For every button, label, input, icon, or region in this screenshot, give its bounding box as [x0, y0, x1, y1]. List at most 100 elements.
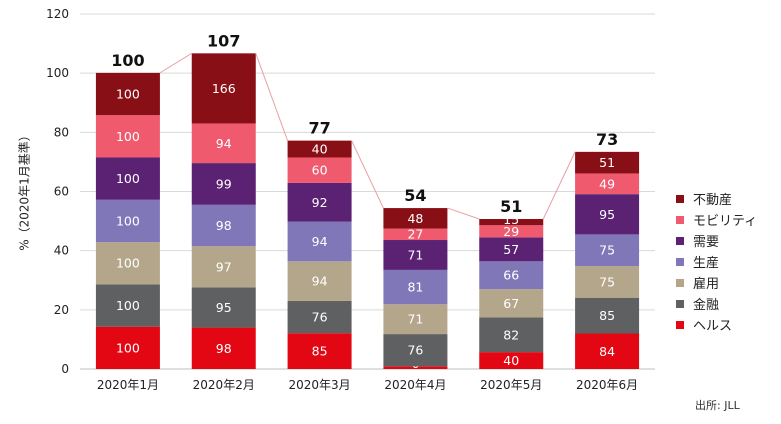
bar-segment: [287, 261, 352, 301]
data-label: 98: [216, 341, 232, 356]
x-tick-label: 2020年3月: [288, 378, 350, 392]
data-label: 94: [312, 274, 328, 289]
data-label: 40: [503, 353, 519, 368]
legend-label: 不動産: [693, 193, 733, 208]
data-label: 75: [599, 243, 615, 258]
data-label: 99: [216, 176, 232, 191]
y-axis-title: %（2020年1月基準）: [4, 90, 44, 290]
bar-segment: [575, 297, 640, 334]
y-axis-title-text: %（2020年1月基準）: [17, 129, 32, 251]
data-label: 67: [503, 296, 519, 311]
data-label: 75: [599, 274, 615, 289]
source-note: 出所: JLL: [695, 399, 740, 412]
bar-segment: [479, 317, 544, 353]
data-label: 51: [599, 155, 615, 170]
bar-segment: [479, 237, 544, 262]
bar-segment: [287, 221, 352, 262]
legend-label: モビリティ: [693, 214, 758, 229]
legend-swatch: [676, 320, 684, 329]
data-label: 95: [216, 300, 232, 315]
bar-segment: [383, 304, 448, 335]
bar-segment: [95, 326, 160, 369]
legend-item: 金融: [676, 293, 757, 314]
total-label: 73: [596, 130, 618, 149]
data-label: 82: [503, 327, 519, 342]
data-label: 81: [407, 280, 423, 295]
data-label: 100: [116, 213, 140, 228]
data-label: 100: [116, 256, 140, 271]
bar-segment: [287, 333, 352, 369]
data-label: 40: [312, 142, 328, 157]
bar-segment: [287, 300, 352, 334]
legend-label: 金融: [693, 298, 720, 313]
total-label: 100: [111, 51, 144, 70]
bar-segment: [287, 182, 352, 222]
legend-label: 雇用: [693, 277, 720, 292]
y-tick-label: 100: [46, 66, 69, 80]
bar-segment: [575, 173, 640, 195]
x-tick-label: 2020年2月: [193, 378, 255, 392]
bar-segment: [479, 261, 544, 290]
legend-swatch: [676, 215, 684, 224]
bar-segment: [383, 228, 448, 241]
total-label: 107: [207, 31, 240, 50]
data-label: 94: [312, 234, 328, 249]
bar-segment: [575, 151, 640, 174]
bar-segment: [575, 266, 640, 298]
y-tick-label: 60: [54, 185, 69, 199]
data-label: 85: [599, 308, 615, 323]
data-label: 48: [407, 211, 423, 226]
bar-segment: [479, 289, 544, 318]
connector-line: [159, 52, 193, 74]
bar-segment: [95, 115, 160, 158]
legend-swatch: [676, 278, 684, 287]
x-tick-label: 2020年1月: [97, 378, 159, 392]
total-label: 54: [404, 186, 426, 205]
legend-item: 需要: [676, 230, 757, 251]
x-tick-label: 2020年4月: [384, 378, 446, 392]
legend-item: 生産: [676, 251, 757, 272]
x-tick-label: 2020年6月: [576, 378, 638, 392]
data-label: 15: [503, 212, 519, 227]
data-label: 100: [116, 129, 140, 144]
data-label: 71: [407, 247, 423, 262]
data-label: 92: [312, 195, 328, 210]
bar-segment: [383, 334, 448, 367]
data-label: 71: [407, 312, 423, 327]
bar-segment: [95, 72, 160, 116]
bar-segment: [479, 219, 544, 226]
connector-line: [351, 140, 384, 209]
legend-swatch: [676, 299, 684, 308]
data-label: 84: [599, 344, 615, 359]
data-label: 29: [503, 224, 519, 239]
data-label: 76: [312, 310, 328, 325]
legend-item: 雇用: [676, 272, 757, 293]
bar-segment: [191, 287, 256, 328]
bar-segment: [575, 234, 640, 267]
data-label: 49: [599, 176, 615, 191]
bar-segment: [287, 140, 352, 158]
bar-segment: [383, 366, 448, 369]
data-label: 98: [216, 218, 232, 233]
bar-segment: [191, 327, 256, 369]
bar-segment: [479, 352, 544, 369]
legend-label: 生産: [693, 256, 720, 271]
data-label: 76: [407, 343, 423, 358]
legend-swatch: [676, 257, 684, 266]
bar-segment: [287, 157, 352, 183]
bar-segment: [479, 225, 544, 238]
bar-segment: [191, 246, 256, 288]
legend-item: モビリティ: [676, 209, 757, 230]
legend-swatch: [676, 236, 684, 245]
data-label: 166: [212, 81, 236, 96]
bar-segment: [191, 204, 256, 247]
y-tick-label: 80: [54, 125, 69, 139]
y-tick-label: 20: [54, 303, 69, 317]
data-label: 100: [116, 171, 140, 186]
x-tick-label: 2020年5月: [480, 378, 542, 392]
data-label: 94: [216, 136, 232, 151]
data-label: 60: [312, 163, 328, 178]
y-tick-label: 120: [46, 7, 69, 21]
connector-line: [542, 151, 576, 220]
